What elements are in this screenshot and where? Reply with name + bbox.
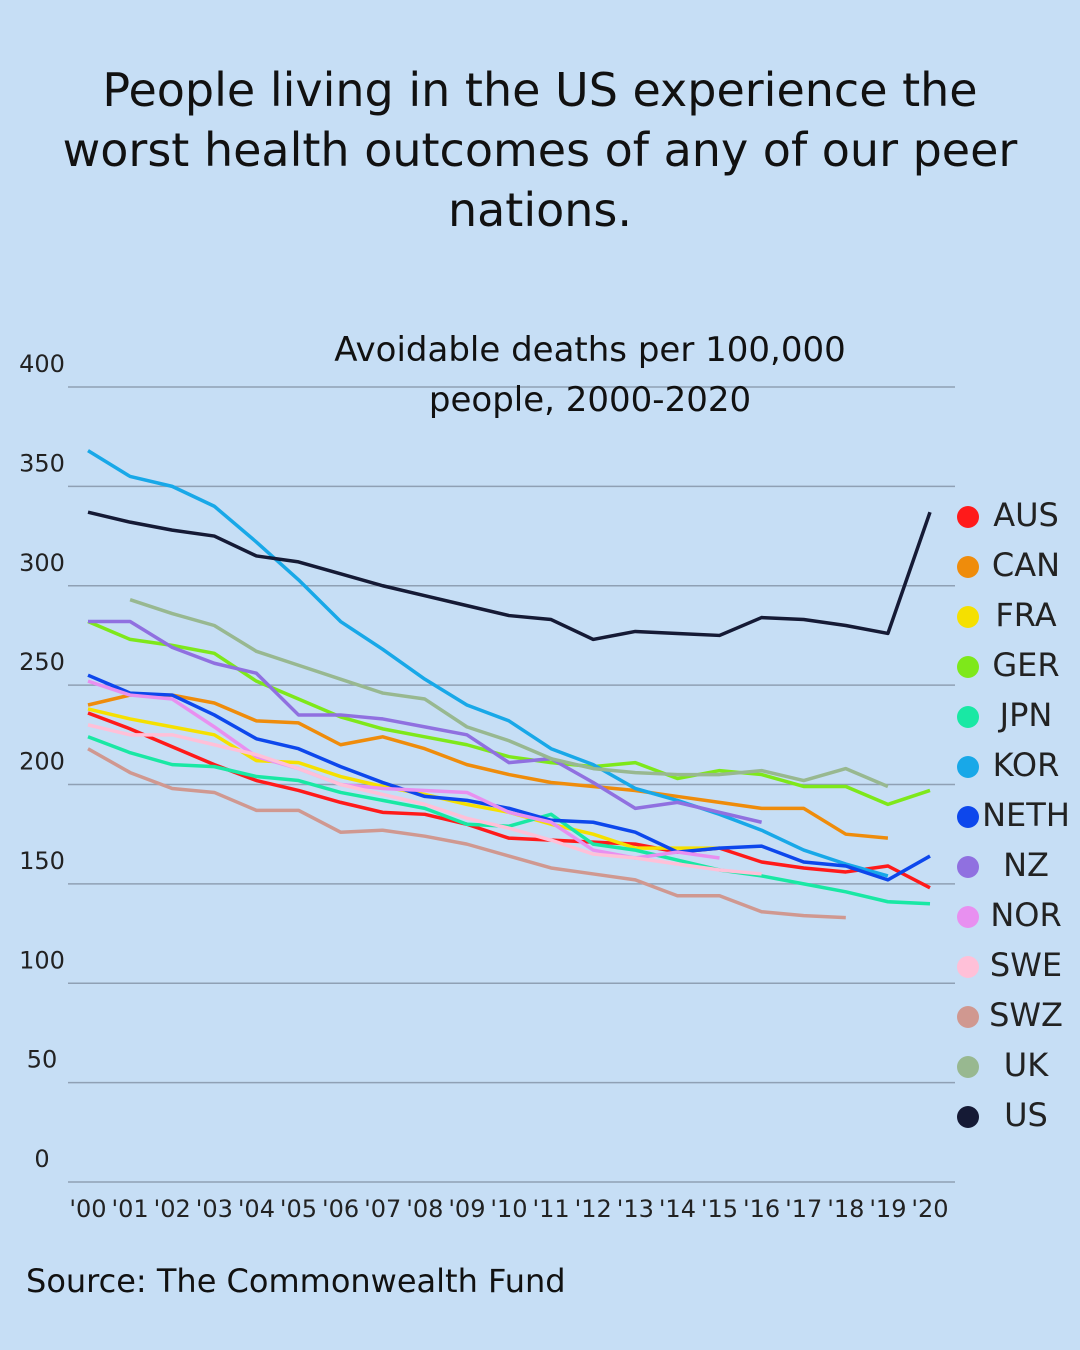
series-line <box>87 735 931 906</box>
x-tick-label: '12 <box>575 1195 612 1223</box>
legend-swatch <box>957 1056 979 1078</box>
x-tick-label: '20 <box>911 1195 948 1223</box>
series-line <box>87 723 762 876</box>
legend-swatch <box>957 506 979 528</box>
legend-swatch <box>957 656 979 678</box>
x-tick-label: '06 <box>322 1195 359 1223</box>
legend-label: SWZ <box>989 996 1063 1034</box>
y-tick-label: 0 <box>34 1145 49 1173</box>
legend-label: NETH <box>982 796 1070 834</box>
y-tick-label: 400 <box>19 350 65 378</box>
legend-swatch <box>957 956 979 978</box>
legend-swatch <box>957 556 979 578</box>
series-line <box>87 510 932 642</box>
x-tick-label: '00 <box>69 1195 106 1223</box>
y-tick-label: 50 <box>27 1046 58 1074</box>
legend-label: AUS <box>993 496 1059 534</box>
source: Source: The Commonwealth Fund <box>26 1262 566 1300</box>
series-line <box>87 707 720 850</box>
y-tick-label: 150 <box>19 847 65 875</box>
series-line <box>88 619 763 824</box>
x-tick-label: '04 <box>238 1195 275 1223</box>
legend-label: NZ <box>1003 846 1049 884</box>
series-line <box>87 619 931 807</box>
series-line <box>87 693 889 840</box>
legend-label: NOR <box>990 896 1061 934</box>
legend-swatch <box>957 1106 979 1128</box>
x-tick-label: '13 <box>617 1195 654 1223</box>
legend-swatch <box>957 1006 979 1028</box>
x-tick-label: '01 <box>112 1195 149 1223</box>
legend-label: FRA <box>995 596 1056 634</box>
x-tick-label: '02 <box>154 1195 191 1223</box>
legend-swatch <box>957 856 979 878</box>
y-tick-label: 300 <box>19 549 65 577</box>
legend-label: SWE <box>990 946 1062 984</box>
legend-label: UK <box>1004 1046 1049 1084</box>
series-line <box>87 673 931 882</box>
x-tick-label: '07 <box>364 1195 401 1223</box>
y-tick-label: 100 <box>19 946 65 974</box>
legend-swatch <box>957 806 979 828</box>
x-tick-label: '10 <box>490 1195 527 1223</box>
legend-swatch <box>957 756 979 778</box>
series-line <box>87 449 889 878</box>
x-tick-label: '03 <box>196 1195 233 1223</box>
chart-title: People living in the US experience the w… <box>62 63 1018 237</box>
x-tick-label: '09 <box>448 1195 485 1223</box>
series-line <box>87 679 720 860</box>
legend-swatch <box>957 606 979 628</box>
y-tick-label: 200 <box>19 748 65 776</box>
y-tick-label: 350 <box>19 449 65 477</box>
x-tick-label: '15 <box>701 1195 738 1223</box>
x-tick-label: '17 <box>785 1195 822 1223</box>
x-tick-label: '05 <box>280 1195 317 1223</box>
x-tick-label: '08 <box>406 1195 443 1223</box>
chart-subtitle: Avoidable deaths per 100,000 people, 200… <box>334 330 846 420</box>
legend-label: KOR <box>993 746 1060 784</box>
x-tick-label: '18 <box>827 1195 864 1223</box>
x-tick-label: '11 <box>533 1195 570 1223</box>
legend-label: US <box>1004 1096 1048 1134</box>
x-tick-label: '14 <box>659 1195 696 1223</box>
series-line <box>87 747 846 920</box>
y-tick-label: 250 <box>19 648 65 676</box>
x-tick-label: '19 <box>869 1195 906 1223</box>
legend-label: GER <box>992 646 1059 684</box>
legend-swatch <box>957 706 979 728</box>
legend-label: JPN <box>998 696 1053 734</box>
x-tick-label: '16 <box>743 1195 780 1223</box>
series-line <box>129 598 889 789</box>
legend-label: CAN <box>992 546 1060 584</box>
legend-swatch <box>957 906 979 928</box>
